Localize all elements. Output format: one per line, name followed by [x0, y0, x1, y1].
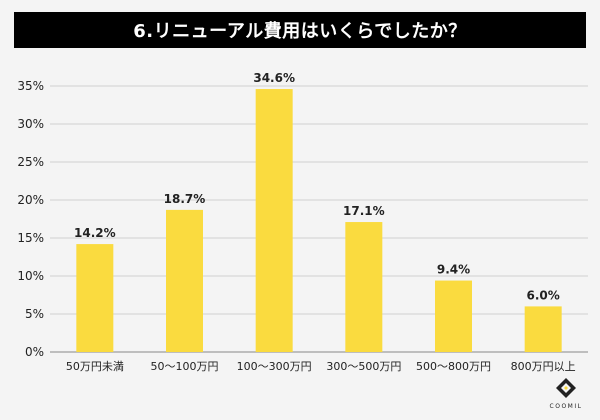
bar: [345, 222, 383, 352]
x-category-label: 300〜500万円: [326, 360, 401, 373]
data-label: 9.4%: [437, 263, 470, 277]
y-tick-label: 20%: [17, 193, 44, 207]
bar: [524, 306, 562, 352]
coomil-logo-icon: [556, 378, 576, 398]
bar: [435, 280, 472, 352]
y-tick-label: 35%: [17, 79, 44, 93]
data-label: 14.2%: [74, 226, 116, 240]
x-category-label: 50万円未満: [66, 360, 124, 373]
x-category-label: 500〜800万円: [416, 360, 491, 373]
y-tick-label: 25%: [17, 155, 44, 169]
y-tick-label: 15%: [17, 231, 44, 245]
bar: [166, 209, 203, 352]
data-label: 18.7%: [164, 192, 206, 206]
y-tick-label: 5%: [25, 307, 44, 321]
data-label: 17.1%: [343, 204, 385, 218]
bar: [76, 244, 114, 352]
chart-title: 6.リニューアル費用はいくらでしたか？: [14, 12, 586, 48]
data-label: 6.0%: [527, 288, 560, 302]
x-category-label: 50〜100万円: [151, 360, 219, 373]
y-tick-label: 30%: [17, 117, 44, 131]
coomil-logo-text: COOMIL: [549, 403, 583, 410]
y-tick-label: 10%: [17, 269, 44, 283]
x-category-label: 800万円以上: [511, 360, 576, 373]
x-category-label: 100〜300万円: [237, 360, 312, 373]
y-tick-label: 0%: [25, 345, 44, 359]
data-label: 34.6%: [253, 71, 295, 85]
bar: [255, 89, 293, 352]
coomil-logo: COOMIL: [544, 377, 588, 410]
